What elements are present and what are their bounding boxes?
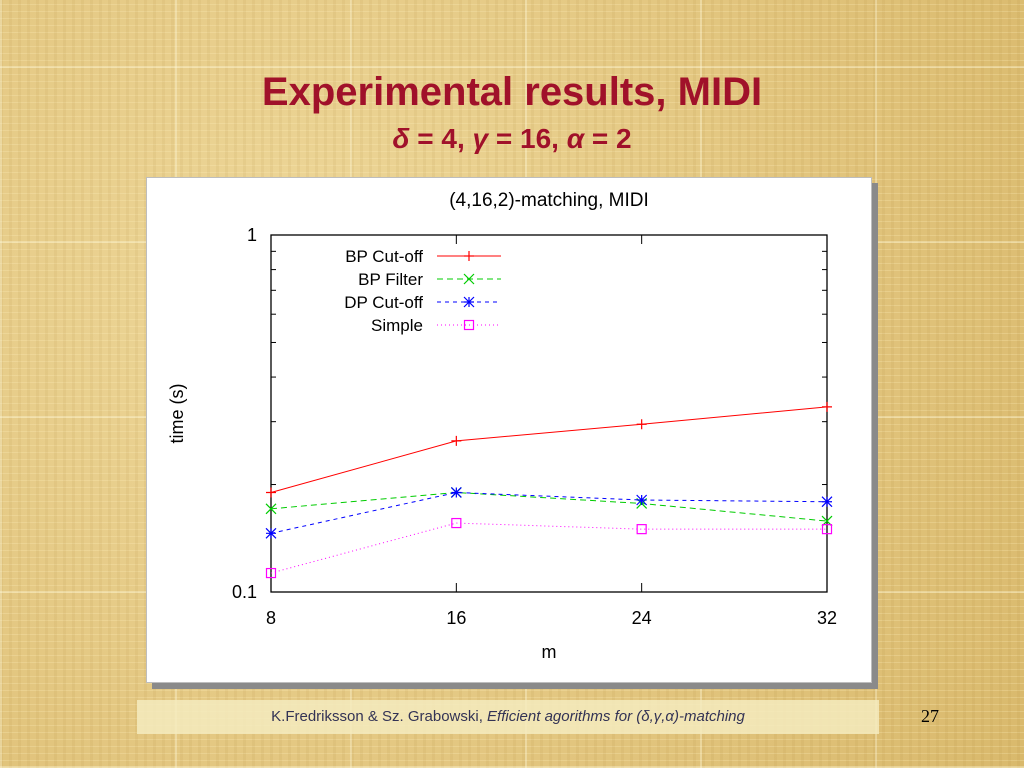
data-point — [265, 503, 277, 515]
footer-authors: K.Fredriksson & Sz. Grabowski, — [271, 708, 488, 725]
series-line-simple — [270, 522, 827, 574]
data-point — [266, 487, 276, 498]
legend-label: BP Filter — [358, 270, 423, 289]
x-tick-label: 32 — [817, 608, 837, 628]
data-point — [636, 494, 648, 506]
data-point — [636, 524, 647, 535]
chart-panel: (4,16,2)-matching, MIDI 0.1 1 8 16 24 32 m time … — [146, 177, 872, 683]
x-tick-label: 8 — [266, 608, 276, 628]
data-point — [450, 487, 462, 498]
subtitle-part: = 4, — [409, 123, 473, 154]
legend-label: DP Cut-off — [344, 293, 423, 312]
subtitle-part: δ — [392, 123, 410, 154]
data-point — [265, 527, 277, 539]
series-line-bp-cut-off — [270, 406, 828, 493]
line-chart: (4,16,2)-matching, MIDI 0.1 1 8 16 24 32 m time … — [167, 190, 837, 662]
y-axis-label: time (s) — [167, 384, 187, 444]
plot-frame — [270, 234, 828, 593]
data-point — [822, 401, 832, 412]
x-tick-label: 24 — [632, 608, 652, 628]
data-point — [636, 419, 647, 430]
subtitle-part: = 16, — [488, 123, 567, 154]
data-point — [821, 496, 833, 508]
legend-label: Simple — [371, 316, 423, 335]
legend-marker — [464, 251, 474, 261]
x-axis-label: m — [542, 642, 557, 662]
chart-title: (4,16,2)-matching, MIDI — [449, 190, 649, 211]
subtitle-part: α — [566, 123, 585, 154]
slide-title: Experimental results, MIDI — [261, 70, 763, 114]
x-tick-label: 16 — [446, 608, 466, 628]
subtitle-part: = 2 — [584, 123, 632, 154]
series-line-bp-filter — [270, 491, 828, 522]
legend-label: BP Cut-off — [345, 247, 423, 266]
data-point — [265, 567, 277, 579]
data-point — [821, 524, 833, 535]
data-point — [451, 517, 462, 529]
subtitle-part: γ — [472, 123, 489, 154]
footer-paper-title: Efficient agorithms for (δ,γ,α)-matching — [487, 708, 745, 725]
series-line-dp-cut-off — [270, 491, 828, 534]
data-point — [451, 435, 462, 446]
footer-citation: K.Fredriksson & Sz. Grabowski, Efficient… — [137, 708, 879, 725]
page-number: 27 — [921, 706, 939, 726]
legend-marker — [463, 273, 475, 285]
y-tick-label: 0.1 — [232, 582, 257, 602]
slide-subtitle: δ = 4, γ = 16, α = 2 — [0, 122, 1024, 156]
legend-marker — [463, 296, 475, 308]
y-tick-label: 1 — [247, 225, 257, 245]
legend-marker — [463, 319, 475, 331]
footer-bar: K.Fredriksson & Sz. Grabowski, Efficient… — [137, 700, 879, 734]
